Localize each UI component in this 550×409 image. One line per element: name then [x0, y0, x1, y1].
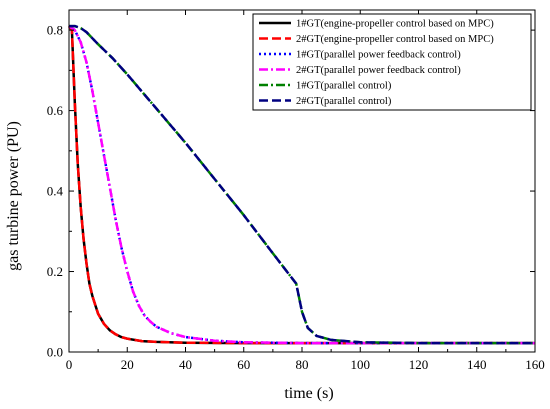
y-tick-label: 0.2 [47, 264, 63, 279]
x-tick-label: 60 [237, 357, 250, 372]
series-line-6 [69, 24, 535, 345]
y-tick-label: 0.6 [47, 103, 64, 118]
y-tick-label: 0.8 [47, 23, 63, 38]
legend-label: 2#GT(engine-propeller control based on M… [296, 34, 494, 45]
y-tick-label: 0.4 [47, 184, 64, 199]
y-tick-label: 0.0 [47, 345, 63, 360]
axes: 0 20 40 60 80 100 120 140 160 0.0 0.2 0.4 0.6 0.8 [47, 9, 545, 372]
x-tick-label: 160 [525, 357, 545, 372]
legend-label: 2#GT(parallel power feedback control) [296, 65, 461, 76]
series-line-4 [68, 25, 535, 345]
legend: 1#GT(engine-propeller control based on M… [252, 13, 532, 111]
x-tick-label: 100 [351, 357, 371, 372]
x-tick-label: 120 [409, 357, 429, 372]
plot-lines [67, 24, 535, 345]
x-tick-label: 20 [121, 357, 134, 372]
legend-label: 1#GT(engine-propeller control based on M… [296, 19, 494, 30]
y-axis-title: gas turbine power (PU) [5, 121, 22, 271]
legend-label: 1#GT(parallel power feedback control) [296, 50, 461, 61]
x-tick-label: 80 [296, 357, 309, 372]
x-tick-label: 40 [179, 357, 192, 372]
x-axis-title: time (s) [284, 385, 333, 402]
legend-box [252, 13, 532, 111]
series-line-5 [69, 24, 535, 345]
legend-label: 1#GT(parallel control) [296, 81, 392, 92]
x-tick-label: 140 [467, 357, 487, 372]
x-tick-label: 0 [66, 357, 73, 372]
legend-label: 2#GT(parallel control) [296, 96, 392, 107]
